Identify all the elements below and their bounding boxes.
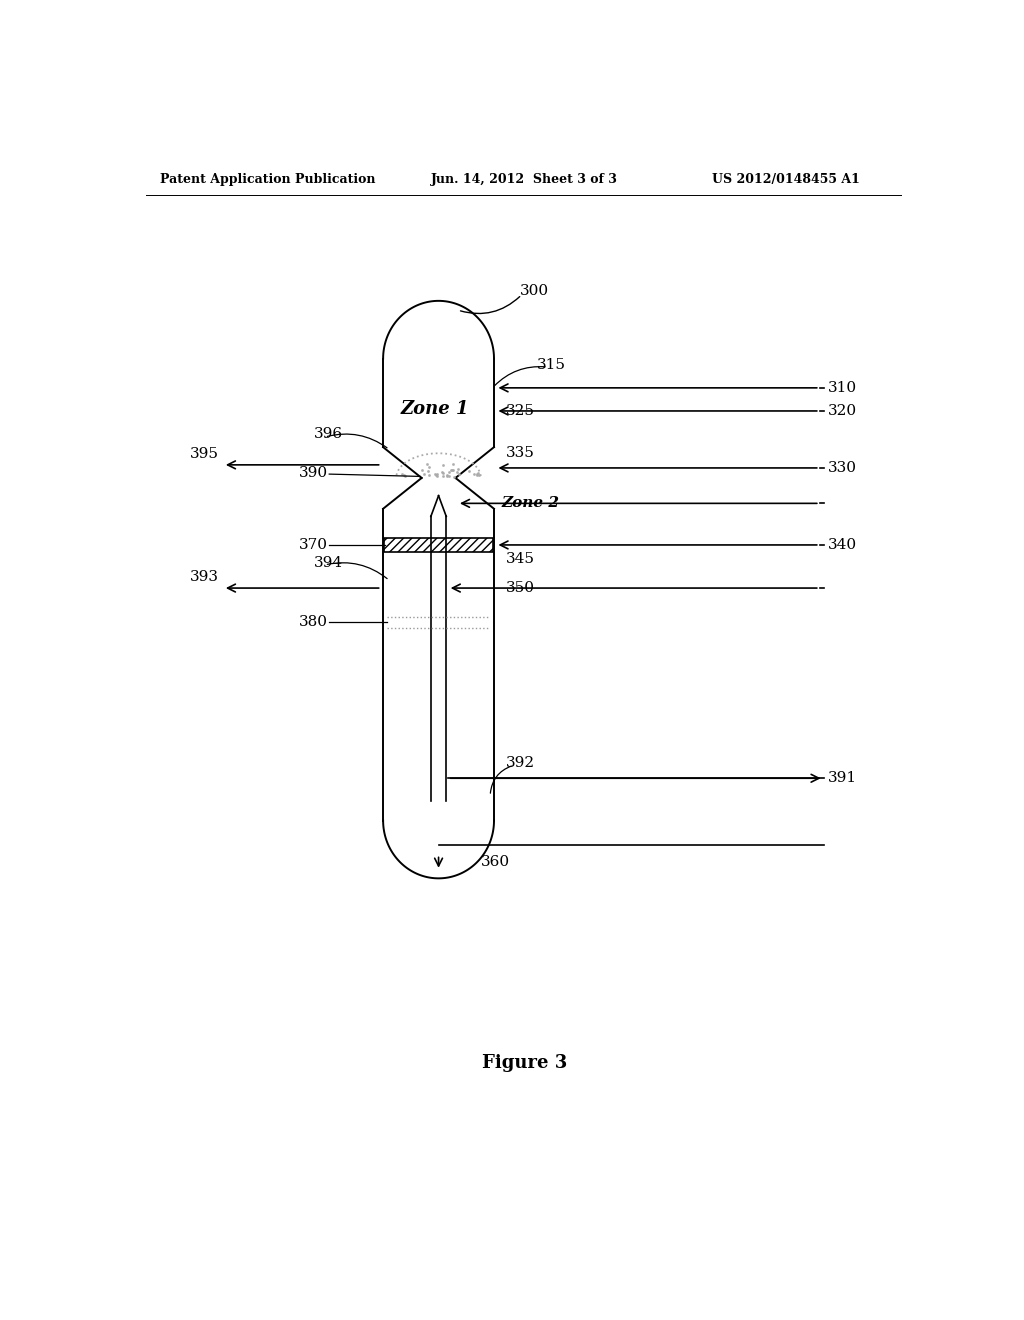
- Text: 394: 394: [313, 556, 343, 570]
- Text: 345: 345: [506, 552, 536, 566]
- Text: 315: 315: [538, 358, 566, 372]
- Text: 325: 325: [506, 404, 536, 418]
- Text: US 2012/0148455 A1: US 2012/0148455 A1: [712, 173, 860, 186]
- Text: 391: 391: [827, 771, 856, 785]
- Text: 396: 396: [313, 428, 343, 441]
- Text: 370: 370: [298, 539, 328, 552]
- Text: 300: 300: [519, 284, 549, 298]
- Text: 393: 393: [190, 570, 219, 585]
- Text: 380: 380: [298, 615, 328, 628]
- Text: 392: 392: [506, 756, 536, 770]
- Text: Zone 1: Zone 1: [400, 400, 469, 417]
- Text: 350: 350: [506, 581, 536, 595]
- Bar: [384, 539, 494, 552]
- Text: 390: 390: [298, 466, 328, 479]
- Text: Jun. 14, 2012  Sheet 3 of 3: Jun. 14, 2012 Sheet 3 of 3: [431, 173, 617, 186]
- Text: 310: 310: [827, 381, 856, 395]
- Text: 395: 395: [190, 447, 219, 461]
- Text: 320: 320: [827, 404, 856, 418]
- Text: 335: 335: [506, 446, 536, 459]
- Text: 330: 330: [827, 461, 856, 475]
- Text: Figure 3: Figure 3: [482, 1055, 567, 1072]
- Text: 340: 340: [827, 539, 856, 552]
- Text: 360: 360: [481, 855, 510, 869]
- Text: Zone 2: Zone 2: [502, 496, 560, 511]
- Text: Patent Application Publication: Patent Application Publication: [160, 173, 376, 186]
